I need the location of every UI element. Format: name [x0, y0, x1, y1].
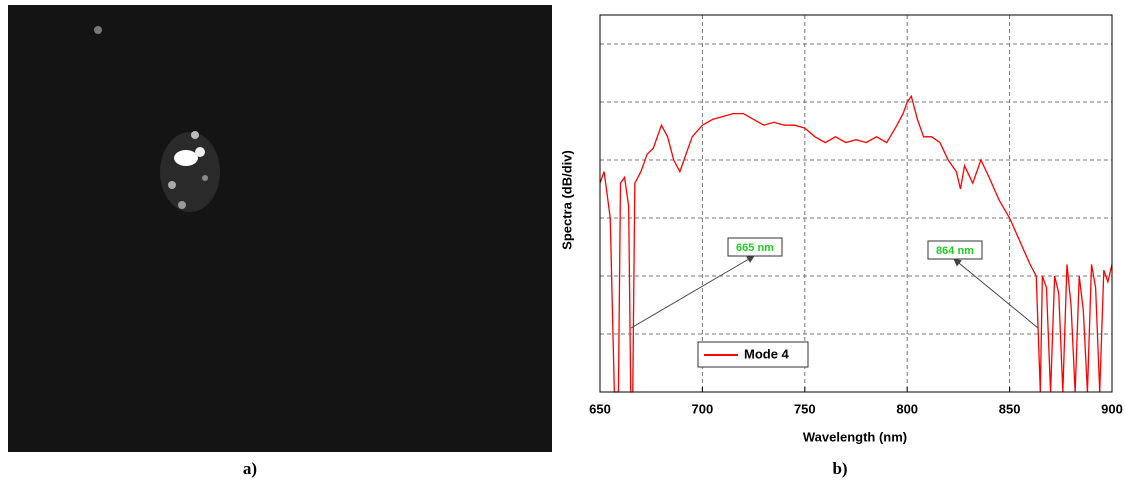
x-tick-label: 850	[999, 401, 1021, 416]
x-axis-label: Wavelength (nm)	[803, 429, 907, 444]
annotation-arrow	[630, 255, 755, 329]
annotation-box	[727, 237, 783, 257]
panel-label: b)	[832, 459, 847, 478]
legend	[697, 341, 809, 368]
x-tick-label: 700	[692, 401, 714, 416]
legend-label: Mode 4	[744, 346, 790, 361]
annotation-label: 864 nm	[936, 245, 974, 257]
annotation-label: 665 nm	[736, 242, 774, 254]
camera-image	[8, 5, 552, 452]
panel-label: a)	[243, 459, 257, 478]
plot-area	[600, 15, 1112, 392]
speckle	[94, 26, 220, 212]
y-axis-label: Spectra (dB/div)	[559, 150, 574, 250]
x-tick-label: 800	[896, 401, 918, 416]
plot-frame	[599, 14, 1113, 393]
x-tick-label: 750	[794, 401, 816, 416]
series-line	[599, 94, 1113, 393]
x-tick-label: 900	[1101, 401, 1123, 416]
annotation-box	[927, 240, 983, 260]
x-tick-label: 650	[589, 401, 611, 416]
annotation-arrow	[953, 258, 1039, 329]
